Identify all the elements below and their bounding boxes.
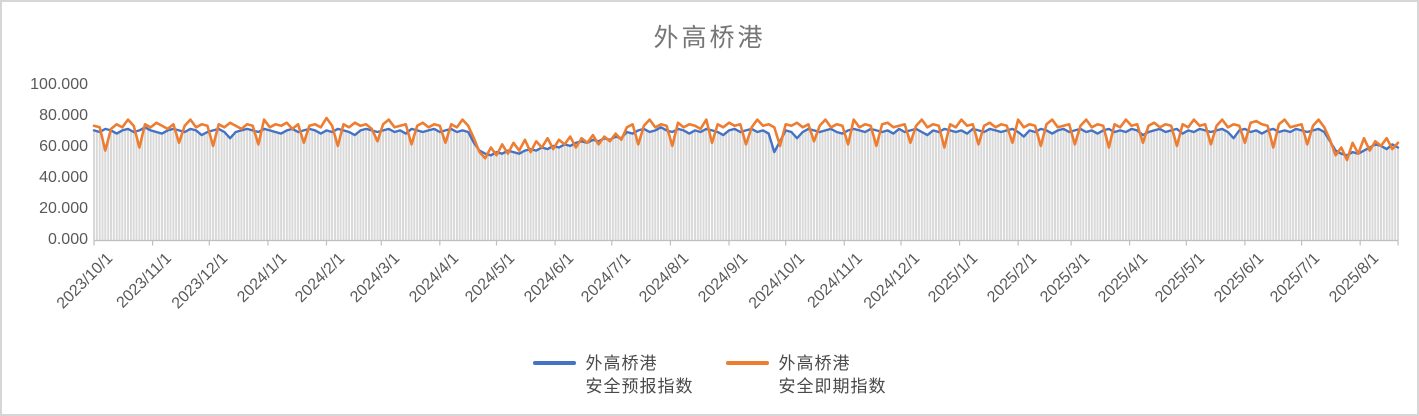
x-axis-ticks (93, 240, 1399, 246)
legend-line-swatch-orange (725, 361, 769, 365)
legend-item-spot: 外高桥港 安全即期指数 (725, 352, 887, 398)
legend-label-line: 外高桥港 (778, 354, 851, 373)
drop-columns-layer (93, 127, 1399, 241)
legend-label-line: 外高桥港 (585, 354, 658, 373)
y-axis-label: 80.000 (39, 106, 88, 124)
legend-label-spot: 外高桥港 安全即期指数 (779, 352, 887, 398)
legend-line-swatch-blue (532, 361, 576, 365)
legend: 外高桥港 安全预报指数 外高桥港 安全即期指数 (2, 352, 1417, 398)
legend-label-line: 安全预报指数 (585, 377, 694, 396)
y-axis-label: 40.000 (39, 168, 88, 186)
y-axis-label: 20.000 (39, 199, 88, 217)
y-axis-label: 100.000 (30, 75, 88, 93)
chart-title: 外高桥港 (653, 24, 766, 52)
spot-index-line (92, 116, 1400, 162)
y-axis-label: 0.000 (47, 230, 88, 248)
legend-item-forecast: 外高桥港 安全预报指数 (532, 352, 694, 398)
y-axis-label: 60.000 (39, 137, 88, 155)
legend-label-forecast: 外高桥港 安全预报指数 (586, 352, 694, 398)
legend-label-line: 安全即期指数 (778, 377, 887, 396)
